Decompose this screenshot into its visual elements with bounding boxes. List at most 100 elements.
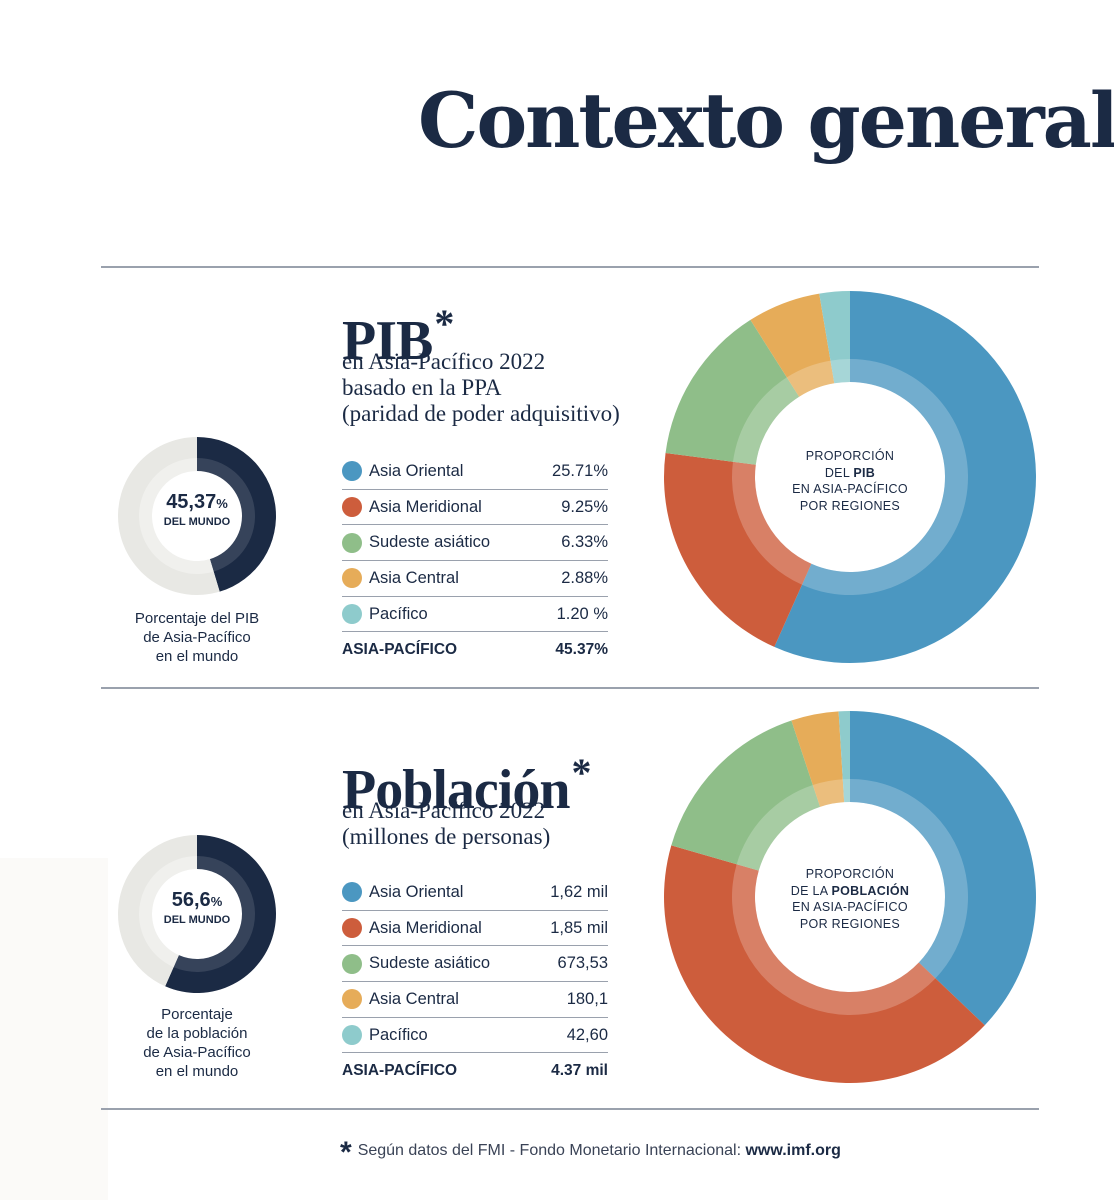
legend-value: 1.20 % [556, 604, 608, 623]
center-label-pre: DEL [824, 465, 854, 480]
legend-label: Asia Meridional [369, 497, 482, 516]
pib-title-text: PIB [342, 310, 433, 372]
poblacion-world-share-center: 56,6% DEL MUNDO [117, 889, 277, 926]
pib-legend-row-pacifico: Pacífico 1.20 % [342, 597, 608, 633]
sudeste-asiatico-swatch [342, 532, 362, 553]
poblacion-world-share-value: 56,6 [171, 889, 211, 911]
footnote: * Según datos del FMI - Fondo Monetario I… [340, 1136, 841, 1170]
sudeste-asiatico-swatch [342, 953, 362, 974]
pib-legend: Asia Oriental 25.71% Asia Meridional 9.2… [342, 454, 608, 667]
poblacion-subtitle-line: (millones de personas) [342, 824, 551, 849]
legend-label: Asia Oriental [369, 882, 464, 901]
rest-inner-band [139, 856, 197, 968]
legend-label: Asia Central [369, 989, 459, 1008]
pib-subtitle: en Asia-Pacífico 2022 basado en la PPA (… [342, 349, 620, 427]
legend-value: 6.33% [561, 533, 608, 552]
center-label-line: EN ASIA-PACÍFICO [792, 482, 908, 496]
pib-world-share-caption: DEL MUNDO [163, 516, 231, 528]
pib-world-share-svg [118, 437, 276, 595]
poblacion-legend-row-sudeste-asiatico: Sudeste asiático 673,53 [342, 946, 608, 983]
pib-subtitle-line: basado en la PPA [342, 375, 502, 400]
legend-value: 2.88% [561, 568, 608, 587]
slice-asia-meridional [664, 453, 812, 647]
poblacion-title-asterisk: * [571, 750, 591, 795]
pib-subtitle-line: en Asia-Pacífico 2022 [342, 349, 546, 374]
center-label-line: DE LA POBLACIÓN [750, 883, 950, 900]
divider-bottom [101, 1108, 1039, 1110]
page-title: Contexto general [418, 76, 1114, 165]
pib-regions-svg [664, 291, 1036, 663]
legend-value: 180,1 [566, 989, 608, 1008]
legend-label: Pacífico [369, 1025, 428, 1044]
legend-total-label: ASIA-PACÍFICO [342, 1061, 458, 1079]
poblacion-world-share-description-line: en el mundo [155, 1063, 239, 1080]
poblacion-legend-row-asia-meridional: Asia Meridional 1,85 mil [342, 911, 608, 947]
slice-sudeste-asiatico [671, 720, 821, 871]
center-label-line: POR REGIONES [799, 916, 901, 931]
pib-title-asterisk: * [434, 301, 454, 346]
asia-oriental-swatch [342, 882, 362, 903]
poblacion-world-share-caption: DEL MUNDO [163, 914, 231, 926]
poblacion-legend-row-asia-central: Asia Central 180,1 [342, 982, 608, 1018]
center-label-line: EN ASIA-PACÍFICO [792, 900, 908, 914]
pib-world-share-description-line: en el mundo [155, 648, 239, 665]
poblacion-regions-svg [664, 711, 1036, 1083]
footnote-asterisk: * [340, 1136, 352, 1169]
slice-inner-band-asia-central [786, 360, 835, 397]
legend-value: 9.25% [561, 497, 608, 516]
world-share-slice [197, 437, 276, 592]
pib-legend-row-sudeste-asiatico: Sudeste asiático 6.33% [342, 525, 608, 562]
asia-meridional-swatch [342, 918, 362, 939]
slice-inner-band-asia-meridional [732, 864, 936, 1015]
pib-legend-row-asia-central: Asia Central 2.88% [342, 561, 608, 597]
slice-asia-meridional [664, 845, 985, 1083]
slice-pacifico [819, 291, 850, 384]
slice-inner-band-asia-oriental [802, 359, 968, 595]
slice-inner-band-sudeste-asiatico [736, 785, 821, 871]
legend-value: 42,60 [566, 1025, 608, 1044]
imf-link[interactable]: www.imf.org [745, 1142, 841, 1159]
slice-pacifico [838, 711, 850, 803]
pib-regions-donut: PROPORCIÓN DEL PIB EN ASIA-PACÍFICO POR … [663, 290, 1037, 664]
pib-world-share-description-line: de Asia-Pacífico [143, 629, 251, 646]
poblacion-world-share-description: Porcentaje de la población de Asia-Pacíf… [97, 1005, 297, 1081]
slice-inner-band-pacifico [842, 779, 850, 803]
poblacion-world-share-marks [118, 835, 277, 993]
center-label-bold: PIB [853, 465, 876, 480]
slice-inner-band-sudeste-asiatico [732, 377, 800, 465]
pib-legend-total-row: ASIA-PACÍFICO 45.37% [342, 632, 608, 667]
pib-world-share-unit: % [216, 496, 228, 511]
legend-label: Asia Central [369, 568, 459, 587]
legend-total-value: 45.37% [555, 640, 608, 658]
rest-of-world-slice [118, 835, 197, 987]
slice-asia-oriental [774, 291, 1036, 663]
asia-central-swatch [342, 989, 362, 1010]
slice-inner-band-asia-central [812, 779, 845, 807]
slice-inner-band-pacifico [830, 359, 850, 384]
pib-regions-marks [664, 291, 1036, 663]
slice-inner-band-asia-meridional [732, 461, 812, 585]
pib-world-share-value: 45,37 [166, 491, 217, 513]
center-label-line: DEL PIB [750, 465, 950, 482]
legend-label: Sudeste asiático [369, 954, 491, 973]
slice-asia-oriental [850, 711, 1036, 1026]
center-label-line: POR REGIONES [799, 498, 901, 513]
center-label-bold: POBLACIÓN [831, 883, 910, 898]
pib-subtitle-line: (paridad de poder adquisitivo) [342, 401, 620, 426]
background-shade [0, 858, 108, 1200]
poblacion-subtitle-line: en Asia-Pacífico 2022 [342, 798, 546, 823]
center-label-pre: DE LA [790, 883, 832, 898]
poblacion-world-share-description-line: Porcentaje [161, 1006, 233, 1023]
pib-legend-row-asia-meridional: Asia Meridional 9.25% [342, 490, 608, 526]
poblacion-regions-marks [664, 711, 1036, 1083]
slice-asia-central [750, 293, 835, 397]
poblacion-donut-center-label: PROPORCIÓN DE LA POBLACIÓN EN ASIA-PACÍF… [750, 866, 950, 932]
pib-legend-row-asia-oriental: Asia Oriental 25.71% [342, 454, 608, 490]
asia-meridional-swatch [342, 497, 362, 518]
legend-label: Pacífico [369, 604, 428, 623]
pib-world-share-description: Porcentaje del PIB de Asia-Pacífico en e… [97, 609, 297, 666]
legend-total-value: 4.37 mil [551, 1061, 608, 1079]
legend-value: 25.71% [552, 461, 608, 480]
divider-middle [101, 687, 1039, 689]
asia-oriental-swatch [342, 461, 362, 482]
